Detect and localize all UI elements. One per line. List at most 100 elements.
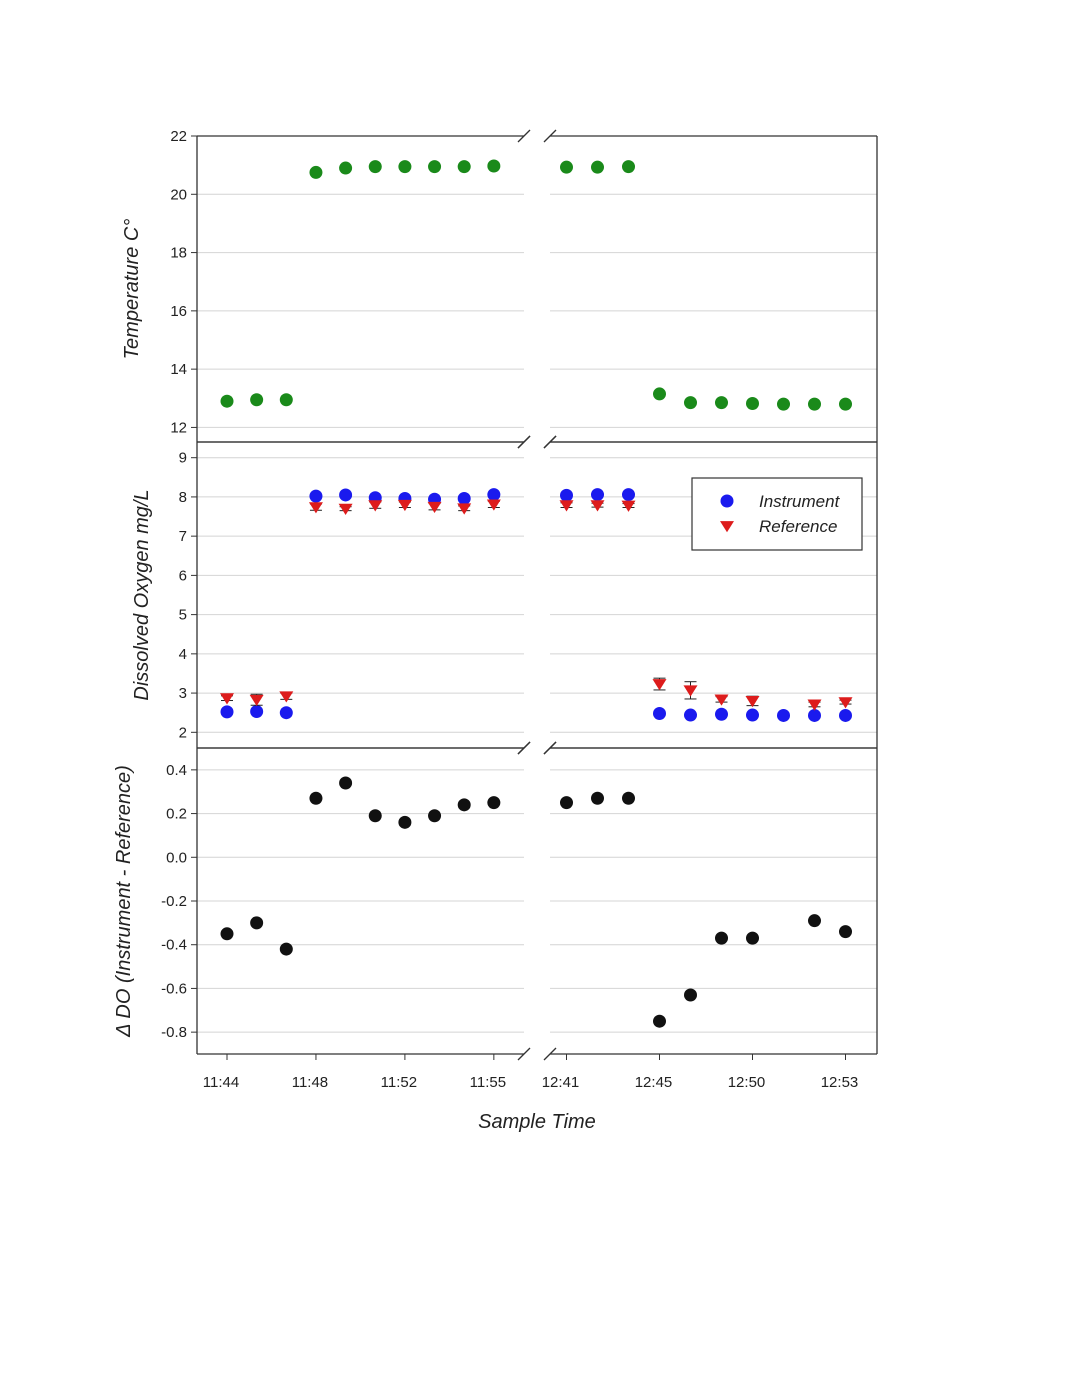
data-point	[715, 396, 728, 410]
data-point-instrument	[309, 489, 323, 503]
data-point	[220, 394, 234, 408]
data-point	[715, 931, 728, 945]
x-tick-label: 11:55	[470, 1074, 506, 1091]
data-point	[457, 160, 471, 174]
axis-break-mark	[517, 741, 531, 755]
x-tick-label: 11:48	[292, 1074, 328, 1091]
data-point	[746, 931, 759, 945]
y-tick-label: 9	[179, 450, 187, 467]
data-point-instrument	[715, 707, 728, 721]
data-point	[487, 796, 501, 810]
data-point	[428, 160, 442, 174]
data-point-reference	[621, 500, 636, 512]
data-point-reference	[249, 694, 264, 707]
legend-label: Instrument	[759, 492, 841, 511]
data-point	[746, 397, 759, 411]
data-point-reference	[368, 500, 383, 512]
data-point	[808, 397, 821, 411]
data-point	[250, 393, 264, 407]
y-tick-label: 0.0	[166, 849, 187, 866]
y-tick-label: 20	[170, 186, 187, 203]
y-tick-label: -0.6	[161, 980, 187, 997]
data-point-reference	[338, 503, 353, 515]
data-point	[839, 397, 852, 411]
data-point-reference	[807, 699, 822, 711]
data-point-reference	[590, 500, 605, 512]
data-point-instrument	[808, 708, 821, 722]
data-point-instrument	[746, 708, 759, 722]
data-point	[560, 796, 573, 810]
data-point	[622, 791, 635, 805]
y-tick-label: 3	[179, 685, 187, 702]
data-point	[398, 815, 412, 829]
data-point-instrument	[457, 491, 471, 505]
data-point	[591, 160, 604, 174]
data-point-reference	[308, 502, 323, 514]
data-point	[398, 160, 412, 174]
data-point-instrument	[653, 706, 666, 720]
data-point-reference	[427, 501, 442, 514]
data-point-instrument	[487, 488, 501, 502]
y-tick-label: 2	[179, 724, 187, 741]
data-point-reference	[279, 691, 294, 703]
data-point	[368, 160, 382, 174]
axis-break-mark	[543, 741, 557, 755]
y-tick-label: 14	[170, 361, 187, 378]
data-point	[457, 798, 471, 812]
y-tick-label: 6	[179, 567, 187, 584]
data-point	[339, 776, 353, 790]
legend-marker-reference	[720, 521, 734, 533]
data-point	[684, 396, 697, 410]
data-point-reference	[683, 685, 698, 697]
data-point-reference	[397, 499, 412, 512]
data-point-reference	[838, 697, 853, 709]
legend-box	[691, 477, 863, 551]
y-axis-title: Temperature C°	[121, 219, 143, 360]
data-point	[428, 809, 442, 823]
data-point-instrument	[339, 488, 353, 502]
x-tick-label: 11:52	[381, 1074, 417, 1091]
data-point-reference	[220, 693, 234, 705]
axis-break-mark	[517, 129, 531, 143]
y-tick-label: -0.2	[161, 893, 187, 910]
legend-marker-instrument	[720, 494, 734, 508]
data-point	[487, 159, 501, 173]
data-point	[777, 397, 790, 411]
x-tick-label: 12:41	[542, 1074, 580, 1091]
data-point	[220, 927, 234, 941]
data-point	[808, 914, 821, 928]
data-point	[684, 988, 697, 1002]
data-point-reference	[486, 499, 501, 511]
y-tick-label: 0.2	[166, 806, 187, 823]
data-point-instrument	[279, 706, 293, 720]
data-point	[309, 791, 323, 805]
data-point	[250, 916, 264, 930]
data-point-instrument	[622, 488, 635, 502]
data-point	[368, 809, 382, 823]
x-tick-label: 12:45	[635, 1074, 673, 1091]
data-point	[622, 160, 635, 174]
legend-label: Reference	[759, 517, 837, 536]
y-tick-label: 4	[179, 646, 187, 663]
axis-break-mark	[543, 1047, 557, 1061]
axis-break-mark	[543, 435, 557, 449]
y-tick-label: 22	[170, 128, 187, 145]
axis-break-mark	[517, 1047, 531, 1061]
x-axis-title: Sample Time	[478, 1111, 596, 1133]
data-point-instrument	[560, 488, 573, 502]
y-tick-label: 16	[170, 303, 187, 320]
data-point	[653, 1014, 666, 1028]
data-point	[279, 942, 293, 956]
y-tick-label: -0.4	[161, 937, 187, 954]
y-axis-title: Dissolved Oxygen mg/L	[131, 489, 153, 700]
axis-break-mark	[517, 435, 531, 449]
data-point-instrument	[839, 708, 852, 722]
y-tick-label: 8	[179, 489, 187, 506]
y-tick-label: 18	[170, 245, 187, 262]
y-tick-label: 7	[179, 528, 187, 545]
data-point-reference	[745, 696, 760, 708]
x-tick-label: 12:50	[728, 1074, 766, 1091]
data-point	[839, 925, 852, 939]
